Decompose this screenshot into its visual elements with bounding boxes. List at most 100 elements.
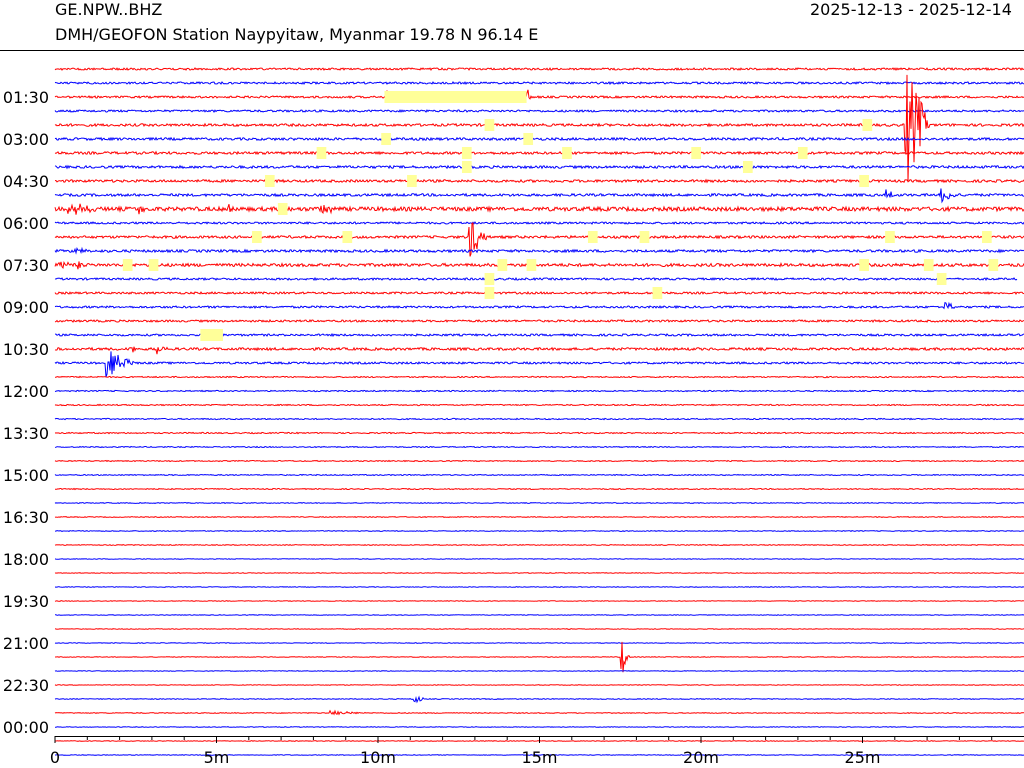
data-gap-16-0 bbox=[484, 287, 495, 299]
trace-line-42 bbox=[55, 641, 1024, 673]
y-tick-label: 18:00 bbox=[3, 550, 49, 569]
trace-line-44 bbox=[54, 684, 1024, 686]
trace-line-15 bbox=[54, 276, 1018, 282]
y-tick-label: 21:00 bbox=[3, 634, 49, 653]
trace-line-17 bbox=[54, 301, 1024, 310]
data-gap-12-2 bbox=[587, 231, 598, 243]
trace-line-3 bbox=[54, 109, 1024, 113]
y-tick-label: 16:30 bbox=[3, 508, 49, 527]
y-axis-labels: 01:30 03:00 04:30 06:00 07:30 09:00 10:30 12:00… bbox=[3, 88, 49, 737]
data-gap-10-0 bbox=[277, 203, 288, 215]
x-tick-label: 0 bbox=[50, 748, 60, 767]
data-gap-4-0 bbox=[484, 119, 495, 131]
y-tick-label: 22:30 bbox=[3, 676, 49, 695]
data-gap-19-0 bbox=[200, 329, 223, 341]
trace-line-35 bbox=[54, 558, 1024, 560]
x-tick-label: 10m bbox=[360, 748, 396, 767]
data-gap-14-4 bbox=[859, 259, 869, 271]
data-gap-12-4 bbox=[885, 231, 895, 243]
data-gap-6-0 bbox=[316, 147, 327, 159]
trace-line-23 bbox=[54, 389, 1024, 393]
trace-line-34 bbox=[54, 543, 1024, 547]
trace-line-1 bbox=[54, 80, 1024, 86]
trace-line-12 bbox=[54, 222, 1024, 257]
trace-line-10 bbox=[54, 203, 1024, 215]
data-gap-7-0 bbox=[461, 161, 472, 173]
trace-line-0 bbox=[54, 67, 1024, 72]
data-gap-2-0 bbox=[384, 91, 527, 103]
data-gap-5-1 bbox=[523, 133, 534, 145]
trace-line-33 bbox=[55, 529, 1024, 533]
y-tick-label: 13:30 bbox=[3, 424, 49, 443]
data-gap-7-1 bbox=[742, 161, 753, 173]
data-gap-12-0 bbox=[252, 231, 262, 243]
data-gap-12-3 bbox=[639, 231, 650, 243]
y-tick-label: 09:00 bbox=[3, 298, 49, 317]
trace-line-27 bbox=[54, 445, 1024, 449]
y-tick-label: 07:30 bbox=[3, 256, 49, 275]
trace-line-9 bbox=[54, 188, 1024, 204]
trace-line-5 bbox=[54, 136, 1024, 142]
channel-label: GE.NPW..BHZ bbox=[55, 0, 163, 19]
trace-line-28 bbox=[54, 459, 1024, 463]
trace-line-22 bbox=[55, 375, 1024, 379]
trace-line-7 bbox=[54, 164, 1024, 170]
data-gap-4-1 bbox=[862, 119, 873, 131]
trace-line-46 bbox=[54, 709, 1024, 716]
data-gap-6-4 bbox=[797, 147, 808, 159]
data-gap-15-1 bbox=[936, 273, 947, 285]
trace-line-36 bbox=[54, 572, 1024, 574]
data-gap-12-5 bbox=[982, 231, 992, 243]
trace-line-13 bbox=[54, 246, 1024, 255]
data-gap-14-3 bbox=[526, 259, 537, 271]
data-gap-16-1 bbox=[652, 287, 663, 299]
y-tick-label: 12:00 bbox=[3, 382, 49, 401]
x-tick-label: 5m bbox=[204, 748, 230, 767]
y-tick-label: 15:00 bbox=[3, 466, 49, 485]
trace-line-6 bbox=[54, 150, 1024, 156]
trace-line-37 bbox=[54, 586, 1024, 588]
x-tick-label: 20m bbox=[683, 748, 719, 767]
y-tick-label: 00:00 bbox=[3, 718, 49, 737]
trace-line-21 bbox=[54, 351, 1024, 377]
data-gap-8-1 bbox=[407, 175, 417, 187]
trace-group bbox=[54, 67, 1024, 768]
trace-line-24 bbox=[54, 403, 1024, 407]
trace-line-39 bbox=[55, 614, 1024, 616]
trace-line-29 bbox=[54, 473, 1024, 477]
data-gap-14-5 bbox=[923, 259, 934, 271]
trace-line-14 bbox=[54, 261, 1024, 270]
trace-line-8 bbox=[54, 178, 1024, 184]
data-gap-14-1 bbox=[148, 259, 159, 271]
x-tick-label: 25m bbox=[845, 748, 881, 767]
trace-line-26 bbox=[54, 431, 1024, 435]
data-gap-15-0 bbox=[484, 273, 495, 285]
trace-line-41 bbox=[54, 642, 1024, 644]
trace-line-2 bbox=[54, 89, 1024, 100]
x-tick-label: 15m bbox=[522, 748, 558, 767]
data-gap-8-2 bbox=[859, 175, 869, 187]
trace-line-40 bbox=[54, 628, 1024, 630]
trace-line-16 bbox=[54, 290, 1024, 296]
trace-line-30 bbox=[55, 487, 1024, 491]
trace-line-47 bbox=[55, 726, 1024, 728]
trace-line-38 bbox=[54, 600, 1024, 602]
trace-line-20 bbox=[54, 346, 1024, 355]
y-tick-label: 03:00 bbox=[3, 130, 49, 149]
data-gap-14-0 bbox=[122, 259, 133, 271]
date-range: 2025-12-13 - 2025-12-14 bbox=[810, 0, 1012, 19]
data-gap-6-1 bbox=[461, 147, 472, 159]
trace-line-31 bbox=[54, 501, 1024, 505]
station-title: DMH/GEOFON Station Naypyitaw, Myanmar 19… bbox=[55, 25, 539, 44]
y-tick-label: 01:30 bbox=[3, 88, 49, 107]
data-gap-5-0 bbox=[381, 133, 391, 145]
trace-line-18 bbox=[54, 319, 1024, 323]
y-tick-label: 06:00 bbox=[3, 214, 49, 233]
data-gap-12-1 bbox=[342, 231, 353, 243]
y-tick-label: 04:30 bbox=[3, 172, 49, 191]
trace-line-45 bbox=[54, 695, 1024, 704]
trace-line-49 bbox=[54, 754, 1024, 756]
y-tick-label: 10:30 bbox=[3, 340, 49, 359]
data-gap-6-2 bbox=[562, 147, 572, 159]
